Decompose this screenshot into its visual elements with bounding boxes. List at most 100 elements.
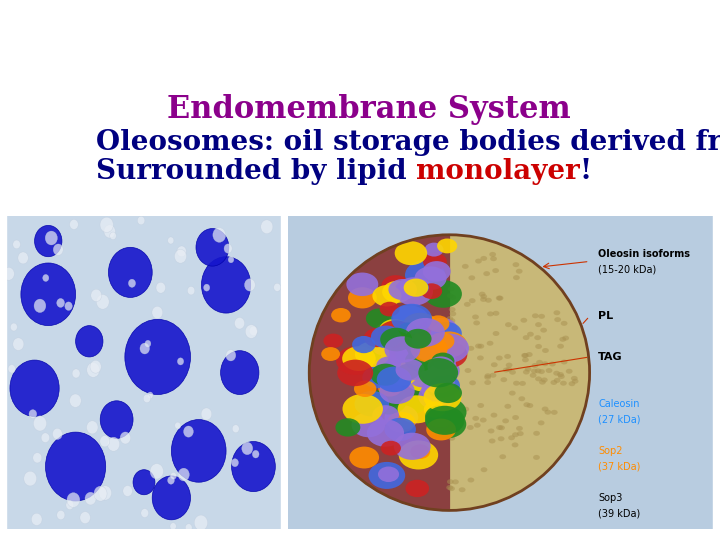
- Circle shape: [538, 420, 544, 426]
- Circle shape: [425, 384, 454, 406]
- Circle shape: [29, 410, 37, 418]
- Circle shape: [70, 219, 78, 230]
- Circle shape: [133, 470, 155, 495]
- Circle shape: [449, 436, 455, 441]
- Circle shape: [490, 373, 496, 378]
- Circle shape: [351, 413, 385, 437]
- Circle shape: [421, 380, 450, 401]
- Circle shape: [348, 287, 377, 308]
- Circle shape: [418, 321, 443, 340]
- Circle shape: [100, 217, 113, 233]
- Circle shape: [480, 256, 487, 261]
- Circle shape: [544, 410, 552, 415]
- Circle shape: [425, 242, 444, 256]
- Circle shape: [418, 358, 458, 387]
- Circle shape: [415, 352, 456, 382]
- Circle shape: [526, 403, 534, 408]
- Circle shape: [446, 368, 454, 373]
- Circle shape: [535, 376, 542, 381]
- Circle shape: [521, 318, 527, 323]
- Text: !: !: [580, 158, 592, 185]
- Circle shape: [449, 312, 456, 316]
- Circle shape: [496, 425, 503, 430]
- Circle shape: [424, 382, 453, 403]
- Circle shape: [546, 368, 552, 373]
- Circle shape: [125, 319, 191, 395]
- Circle shape: [377, 320, 415, 348]
- Circle shape: [448, 286, 454, 292]
- Circle shape: [430, 332, 454, 350]
- Circle shape: [446, 316, 454, 321]
- Circle shape: [76, 326, 103, 357]
- Text: (37 kDa): (37 kDa): [598, 462, 641, 471]
- Text: Surrounded by lipid: Surrounded by lipid: [96, 158, 416, 185]
- Circle shape: [449, 401, 456, 406]
- Circle shape: [384, 336, 420, 363]
- Circle shape: [492, 311, 500, 316]
- Circle shape: [517, 431, 523, 436]
- Circle shape: [531, 369, 538, 374]
- Circle shape: [66, 501, 73, 510]
- Circle shape: [571, 376, 577, 381]
- Circle shape: [489, 438, 495, 443]
- Circle shape: [405, 480, 429, 497]
- Circle shape: [426, 318, 457, 341]
- Circle shape: [498, 426, 505, 430]
- Circle shape: [553, 371, 560, 376]
- Text: Sop3: Sop3: [598, 493, 623, 503]
- Circle shape: [342, 346, 376, 371]
- Circle shape: [398, 322, 418, 336]
- Circle shape: [518, 396, 525, 401]
- Circle shape: [389, 365, 417, 386]
- Circle shape: [449, 318, 455, 323]
- Circle shape: [522, 357, 528, 362]
- Circle shape: [355, 395, 382, 415]
- Circle shape: [505, 362, 513, 368]
- Circle shape: [3, 267, 14, 280]
- Circle shape: [411, 357, 447, 383]
- Circle shape: [541, 361, 549, 366]
- Circle shape: [559, 337, 566, 342]
- Circle shape: [404, 279, 428, 297]
- Circle shape: [523, 335, 530, 340]
- Circle shape: [184, 426, 194, 437]
- Circle shape: [387, 345, 417, 366]
- Circle shape: [431, 353, 454, 369]
- Circle shape: [384, 418, 416, 441]
- Circle shape: [431, 332, 467, 357]
- Circle shape: [86, 421, 98, 434]
- Circle shape: [475, 259, 482, 264]
- Circle shape: [174, 249, 186, 263]
- Circle shape: [410, 335, 448, 362]
- Circle shape: [178, 468, 189, 481]
- Circle shape: [387, 412, 415, 433]
- Circle shape: [562, 335, 569, 341]
- Circle shape: [417, 346, 438, 361]
- Circle shape: [481, 467, 487, 472]
- Circle shape: [99, 485, 112, 500]
- Circle shape: [228, 256, 234, 263]
- Circle shape: [526, 352, 533, 357]
- Circle shape: [424, 401, 446, 417]
- Circle shape: [485, 373, 491, 379]
- FancyBboxPatch shape: [288, 216, 713, 529]
- Circle shape: [522, 353, 528, 358]
- Circle shape: [13, 338, 24, 350]
- Circle shape: [391, 304, 432, 334]
- Circle shape: [382, 281, 412, 303]
- Circle shape: [487, 312, 494, 316]
- Circle shape: [449, 307, 456, 312]
- Circle shape: [535, 344, 542, 349]
- Circle shape: [378, 467, 399, 482]
- Circle shape: [523, 402, 530, 407]
- Circle shape: [453, 429, 460, 434]
- Circle shape: [459, 487, 466, 492]
- Circle shape: [24, 471, 37, 486]
- Circle shape: [505, 322, 512, 327]
- Circle shape: [96, 294, 109, 309]
- Circle shape: [336, 418, 360, 436]
- Circle shape: [512, 432, 519, 437]
- Circle shape: [382, 275, 410, 296]
- Circle shape: [503, 418, 509, 423]
- Circle shape: [104, 225, 115, 238]
